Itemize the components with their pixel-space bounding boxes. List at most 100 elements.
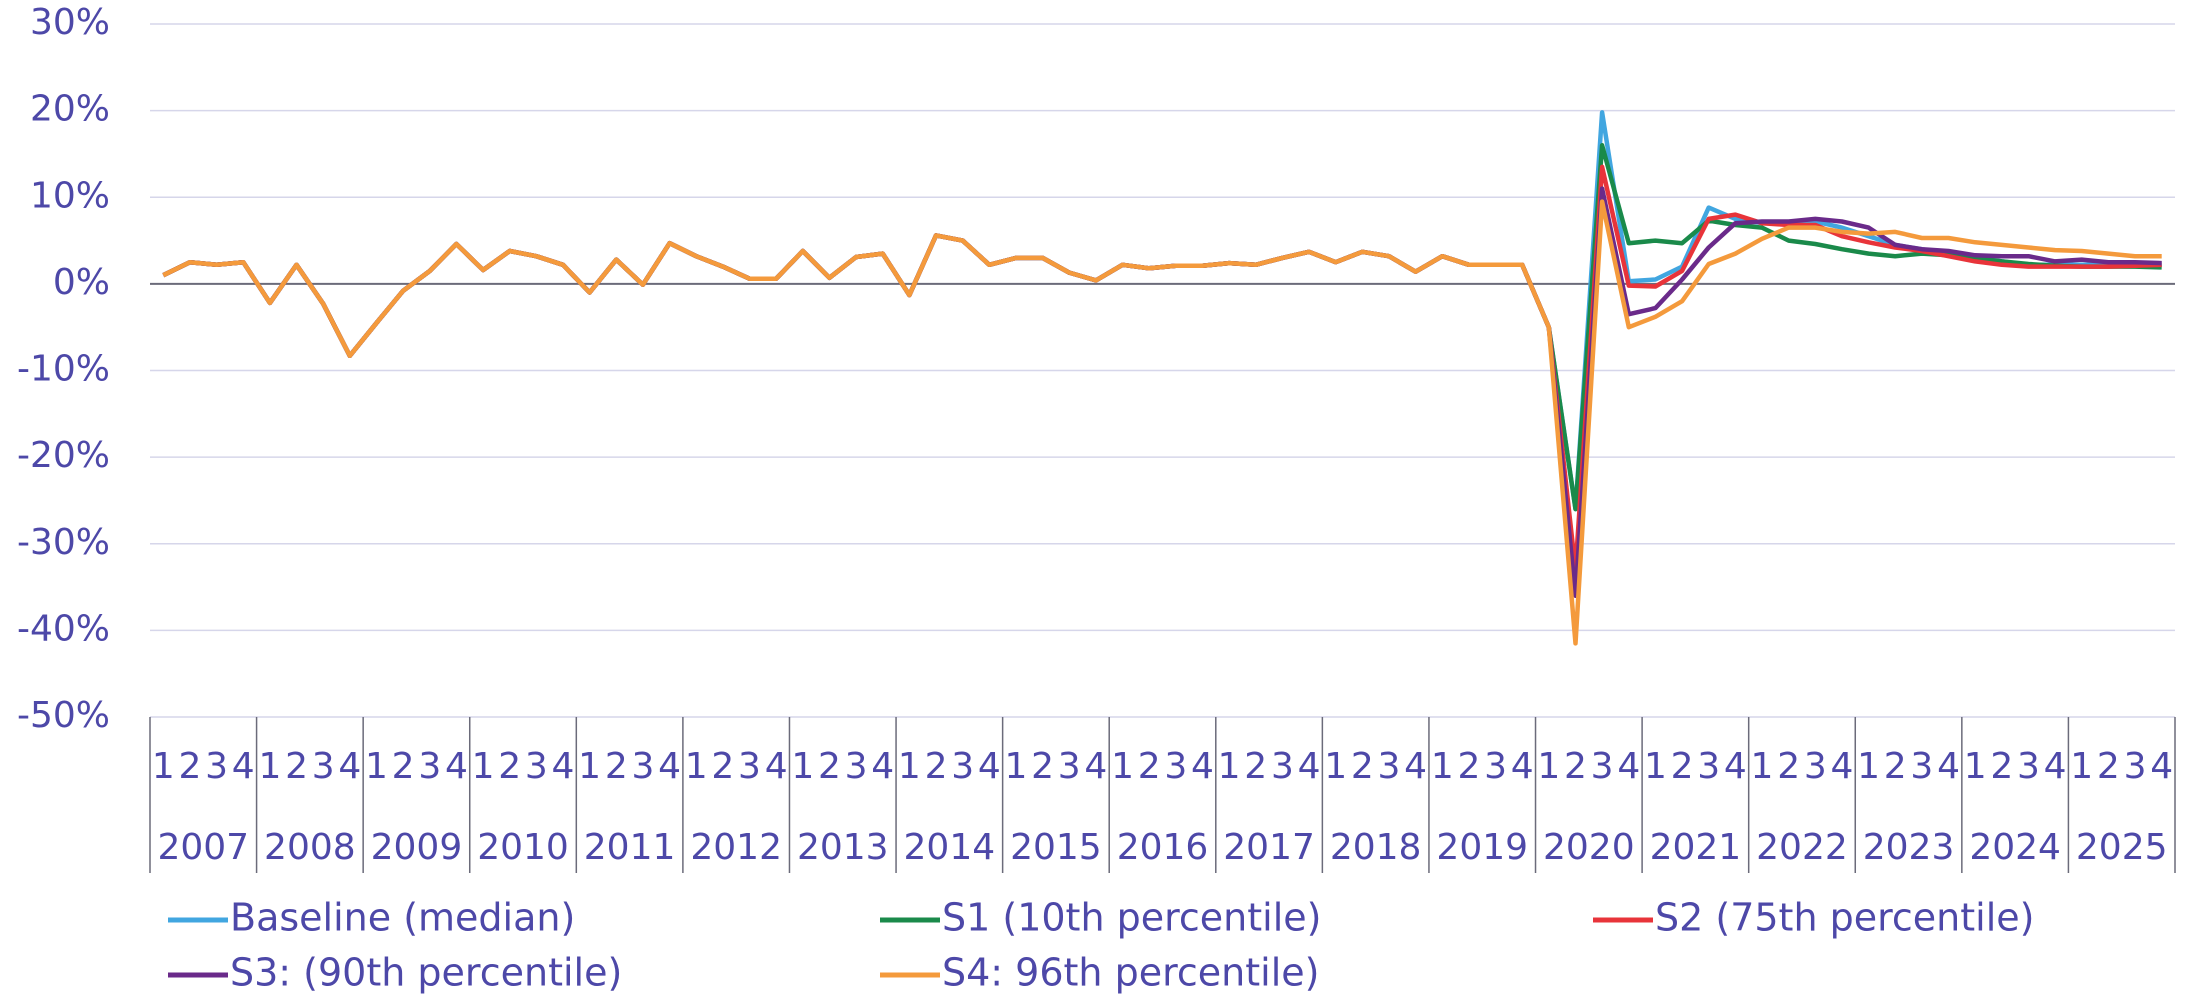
x-tick-label: 1 xyxy=(1111,746,1134,787)
x-group-label: 2018 xyxy=(1330,827,1422,868)
x-group-label: 2016 xyxy=(1117,827,1209,868)
x-group-label: 2024 xyxy=(1969,827,2061,868)
x-tick-label: 4 xyxy=(1298,746,1321,787)
x-group-label: 2014 xyxy=(904,827,996,868)
x-tick-label: 3 xyxy=(951,746,974,787)
x-group-label: 2010 xyxy=(477,827,569,868)
x-tick-label: 4 xyxy=(1404,746,1427,787)
y-tick-label: -30% xyxy=(17,522,110,563)
y-tick-label: 10% xyxy=(30,175,110,216)
x-tick-label: 3 xyxy=(418,746,441,787)
x-tick-label: 4 xyxy=(2044,746,2067,787)
x-tick-label: 1 xyxy=(685,746,708,787)
x-group-label: 2007 xyxy=(157,827,249,868)
x-group-label: 2008 xyxy=(264,827,356,868)
x-tick-label: 3 xyxy=(1271,746,1294,787)
x-tick-label: 1 xyxy=(258,746,281,787)
y-tick-label: -40% xyxy=(17,608,110,649)
x-tick-label: 3 xyxy=(2124,746,2147,787)
x-group-label: 2022 xyxy=(1756,827,1848,868)
x-tick-label: 4 xyxy=(1511,746,1534,787)
x-tick-label: 2 xyxy=(392,746,415,787)
x-tick-label: 1 xyxy=(1857,746,1880,787)
x-tick-label: 1 xyxy=(2070,746,2093,787)
x-tick-label: 3 xyxy=(1697,746,1720,787)
x-tick-label: 2 xyxy=(1884,746,1907,787)
x-tick-label: 1 xyxy=(1324,746,1347,787)
x-group-label: 2021 xyxy=(1650,827,1742,868)
x-tick-label: 3 xyxy=(738,746,761,787)
x-tick-label: 3 xyxy=(845,746,868,787)
x-tick-label: 4 xyxy=(232,746,255,787)
y-tick-label: -20% xyxy=(17,435,110,476)
x-group-label: 2015 xyxy=(1010,827,1102,868)
legend-label: S1 (10th percentile) xyxy=(942,896,1321,940)
series-line xyxy=(162,110,2162,512)
x-tick-label: 2 xyxy=(1671,746,1694,787)
x-tick-label: 1 xyxy=(1218,746,1241,787)
y-tick-label: -50% xyxy=(17,695,110,736)
x-group-label: 2019 xyxy=(1436,827,1528,868)
x-tick-label: 2 xyxy=(1777,746,1800,787)
x-tick-label: 2 xyxy=(1564,746,1587,787)
x-tick-label: 1 xyxy=(1644,746,1667,787)
x-tick-label: 4 xyxy=(1191,746,1214,787)
x-group-label: 2020 xyxy=(1543,827,1635,868)
x-tick-label: 2 xyxy=(711,746,734,787)
x-tick-label: 1 xyxy=(1005,746,1028,787)
x-tick-label: 3 xyxy=(1804,746,1827,787)
x-tick-label: 3 xyxy=(1910,746,1933,787)
x-tick-label: 2 xyxy=(498,746,521,787)
x-tick-label: 4 xyxy=(1084,746,1107,787)
x-tick-label: 4 xyxy=(765,746,788,787)
x-group-label: 2025 xyxy=(2076,827,2168,868)
legend-label: Baseline (median) xyxy=(230,896,575,940)
x-tick-label: 1 xyxy=(791,746,814,787)
x-group-label: 2013 xyxy=(797,827,889,868)
x-group-label: 2023 xyxy=(1863,827,1955,868)
x-tick-label: 2 xyxy=(285,746,308,787)
x-tick-label: 3 xyxy=(1484,746,1507,787)
x-tick-label: 3 xyxy=(1591,746,1614,787)
x-tick-label: 4 xyxy=(658,746,681,787)
x-tick-label: 3 xyxy=(2017,746,2040,787)
x-tick-label: 2 xyxy=(1351,746,1374,787)
y-tick-label: 30% xyxy=(30,2,110,43)
x-tick-label: 3 xyxy=(525,746,548,787)
x-tick-label: 1 xyxy=(472,746,495,787)
x-tick-label: 4 xyxy=(1724,746,1747,787)
x-group-label: 2017 xyxy=(1223,827,1315,868)
x-tick-label: 2 xyxy=(1244,746,1267,787)
x-tick-label: 1 xyxy=(1964,746,1987,787)
x-tick-label: 3 xyxy=(205,746,228,787)
y-tick-label: 0% xyxy=(53,262,110,303)
x-tick-label: 2 xyxy=(179,746,202,787)
x-tick-label: 2 xyxy=(818,746,841,787)
x-tick-label: 2 xyxy=(2097,746,2120,787)
x-tick-label: 4 xyxy=(445,746,468,787)
legend-label: S3: (90th percentile) xyxy=(230,951,622,995)
x-tick-label: 2 xyxy=(925,746,948,787)
x-group-label: 2009 xyxy=(371,827,463,868)
x-group-label: 2011 xyxy=(584,827,676,868)
x-tick-label: 1 xyxy=(898,746,921,787)
x-tick-label: 4 xyxy=(1937,746,1960,787)
x-tick-label: 3 xyxy=(1378,746,1401,787)
x-tick-label: 3 xyxy=(1058,746,1081,787)
series-line xyxy=(162,143,2162,512)
x-group-label: 2012 xyxy=(690,827,782,868)
x-tick-label: 4 xyxy=(338,746,361,787)
x-tick-label: 4 xyxy=(1830,746,1853,787)
x-tick-label: 4 xyxy=(871,746,894,787)
x-tick-label: 4 xyxy=(978,746,1001,787)
x-tick-label: 1 xyxy=(365,746,388,787)
x-tick-label: 2 xyxy=(1990,746,2013,787)
x-tick-label: 3 xyxy=(1164,746,1187,787)
x-tick-label: 3 xyxy=(631,746,654,787)
x-tick-label: 2 xyxy=(1031,746,1054,787)
x-tick-label: 2 xyxy=(1138,746,1161,787)
x-tick-label: 1 xyxy=(1431,746,1454,787)
x-tick-label: 1 xyxy=(152,746,175,787)
x-tick-label: 2 xyxy=(1457,746,1480,787)
